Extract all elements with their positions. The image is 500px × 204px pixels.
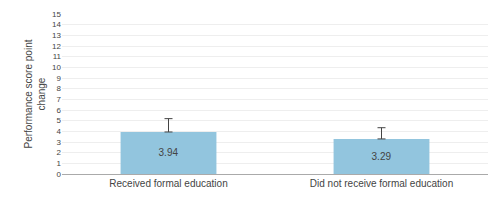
svg-text:6: 6 [57, 106, 62, 115]
svg-text:13: 13 [52, 31, 61, 40]
svg-text:Did not receive formal educati: Did not receive formal education [310, 178, 453, 189]
svg-text:15: 15 [52, 10, 61, 19]
svg-text:3.29: 3.29 [372, 151, 392, 162]
svg-text:0: 0 [57, 170, 62, 179]
svg-text:Performance score pointchange: Performance score pointchange [23, 39, 47, 148]
svg-text:3: 3 [57, 138, 62, 147]
svg-text:4: 4 [57, 127, 62, 136]
svg-text:14: 14 [52, 20, 61, 29]
svg-text:10: 10 [52, 63, 61, 72]
svg-text:11: 11 [53, 52, 62, 61]
svg-text:Received formal education: Received formal education [109, 178, 227, 189]
svg-text:9: 9 [57, 74, 62, 83]
svg-text:3.94: 3.94 [159, 147, 179, 158]
svg-text:1: 1 [57, 159, 62, 168]
svg-text:8: 8 [57, 84, 62, 93]
svg-text:5: 5 [57, 116, 62, 125]
svg-text:12: 12 [52, 42, 61, 51]
svg-text:2: 2 [57, 148, 62, 157]
svg-text:7: 7 [57, 95, 62, 104]
